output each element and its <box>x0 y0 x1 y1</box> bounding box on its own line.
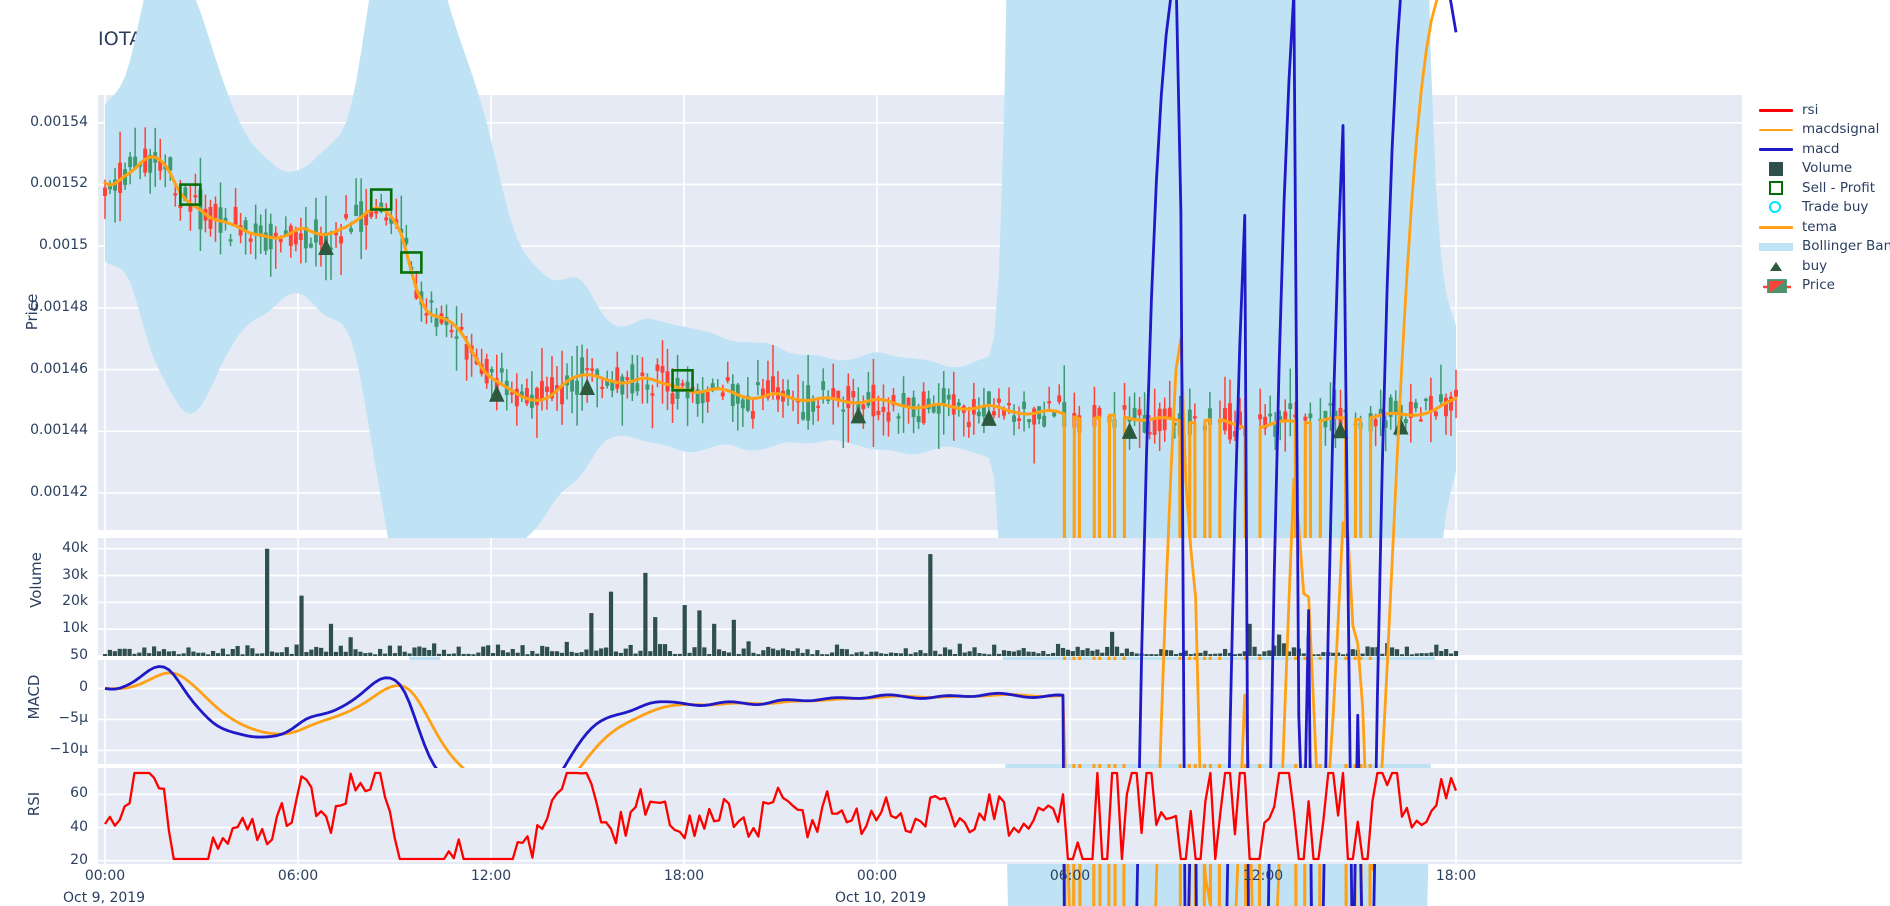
x-axis-tick-label: 06:00 <box>1049 868 1091 884</box>
triangle-up-icon <box>1756 256 1796 275</box>
x-axis-tick-label: 12:00 <box>1242 868 1284 884</box>
x-axis-tick-label: 18:00 <box>663 868 705 884</box>
legend-item[interactable]: Price <box>1756 276 1890 296</box>
band-swatch-icon <box>1756 237 1796 256</box>
line-swatch-icon <box>1756 100 1796 119</box>
axis-tick-label: 30k <box>62 566 88 583</box>
line-swatch-icon <box>1756 120 1796 139</box>
x-axis-tick-label: 12:00 <box>470 868 512 884</box>
axis-tick-label: 0.00154 <box>30 113 88 130</box>
axis-tick-label: 20k <box>62 593 88 610</box>
volume-panel <box>98 538 1742 657</box>
line-swatch-icon <box>1756 217 1796 236</box>
filled-square-icon <box>1756 159 1796 178</box>
macd-plot <box>98 0 1742 906</box>
axis-tick-label: 0 <box>79 679 88 696</box>
axis-tick-label: 40 <box>70 818 88 835</box>
legend-item[interactable]: macdsignal <box>1756 120 1890 140</box>
axis-tick-label: −10μ <box>49 741 88 758</box>
x-axis-date-label: Oct 9, 2019 <box>63 890 146 906</box>
x-axis-date-label: Oct 10, 2019 <box>835 890 926 906</box>
x-axis-tick-label: 00:00 <box>84 868 126 884</box>
volume-plot <box>98 538 1742 657</box>
x-axis-tick-label: 06:00 <box>277 868 319 884</box>
axis-tick-label: 0.00144 <box>30 422 88 439</box>
legend-item-label: Trade buy <box>1802 199 1869 216</box>
legend-item-label: rsi <box>1802 101 1819 118</box>
legend-item[interactable]: Trade buy <box>1756 198 1890 218</box>
axis-tick-label: 0.00146 <box>30 360 88 377</box>
price-panel <box>98 0 1742 906</box>
axis-tick-label: 60 <box>70 785 88 802</box>
open-square-icon <box>1756 178 1796 197</box>
axis-tick-label: 0.00148 <box>30 298 88 315</box>
open-circle-icon <box>1756 198 1796 217</box>
legend-item[interactable]: Sell - Profit <box>1756 178 1890 198</box>
x-axis-tick-label: 18:00 <box>1435 868 1477 884</box>
rsi-plot <box>98 768 1742 864</box>
x-axis-tick-label: 00:00 <box>856 868 898 884</box>
axis-tick-label: 40k <box>62 539 88 556</box>
legend-item-label: buy <box>1802 257 1828 274</box>
legend-item[interactable]: tema <box>1756 217 1890 237</box>
legend-item-label: Sell - Profit <box>1802 179 1876 196</box>
legend-item[interactable]: buy <box>1756 256 1890 276</box>
legend-item-label: macd <box>1802 140 1840 157</box>
chart-legend: rsi macdsignal macd Volume Sell - Profit Trad… <box>1756 100 1890 295</box>
axis-tick-label: −5μ <box>58 710 88 727</box>
axis-tick-label: 20 <box>70 851 88 868</box>
axis-tick-label: 0.00152 <box>30 175 88 192</box>
legend-item-label: Bollinger Band <box>1802 238 1890 255</box>
candlestick-icon <box>1756 276 1796 295</box>
legend-item-label: macdsignal <box>1802 121 1880 138</box>
macd-panel <box>98 0 1742 906</box>
axis-tick-label: 0.0015 <box>39 237 88 254</box>
legend-item[interactable]: rsi <box>1756 100 1890 120</box>
rsi-panel <box>98 768 1742 864</box>
legend-item[interactable]: Volume <box>1756 159 1890 179</box>
legend-item-label: Price <box>1802 277 1835 294</box>
legend-item-label: Volume <box>1802 160 1853 177</box>
legend-item[interactable]: Bollinger Band <box>1756 237 1890 257</box>
axis-tick-label: 10k <box>62 620 88 637</box>
price-plot <box>98 0 1742 906</box>
line-swatch-icon <box>1756 139 1796 158</box>
axis-tick-label: 50 <box>70 646 88 663</box>
axis-tick-label: 0.00142 <box>30 483 88 500</box>
legend-item-label: tema <box>1802 218 1838 235</box>
legend-item[interactable]: macd <box>1756 139 1890 159</box>
